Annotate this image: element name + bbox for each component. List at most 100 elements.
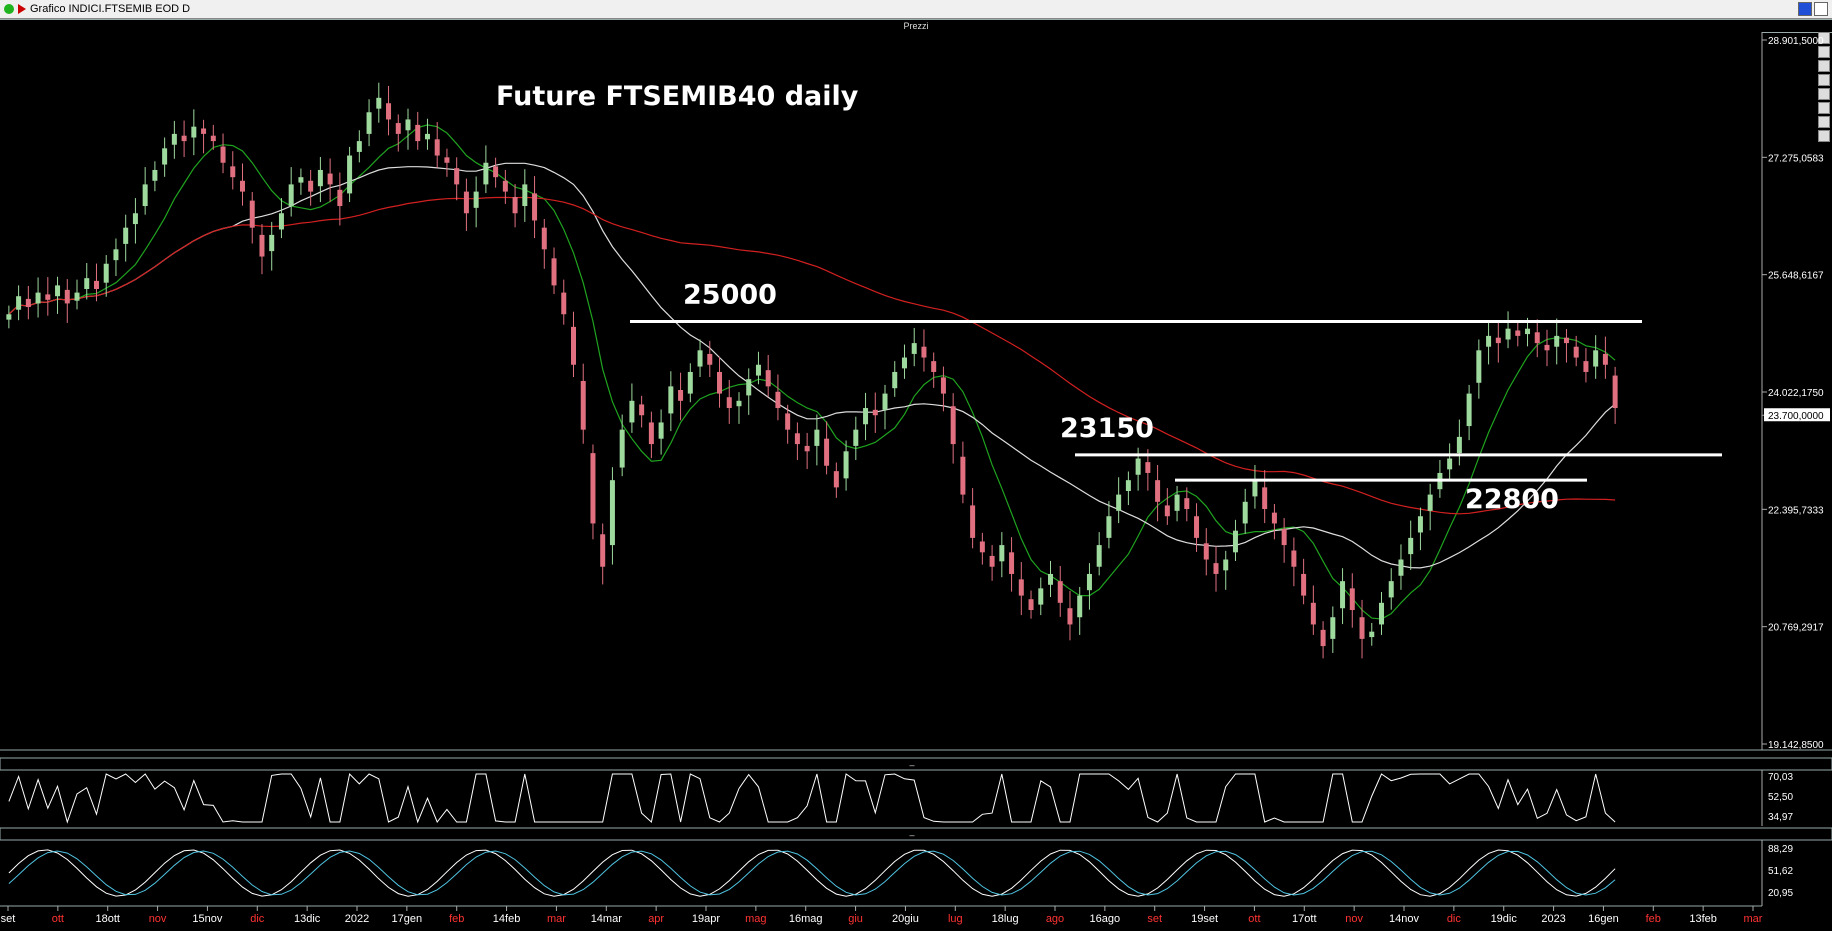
candle-body xyxy=(415,124,421,142)
panel-button[interactable] xyxy=(1818,88,1830,100)
candle-body xyxy=(1281,528,1287,546)
candle-body xyxy=(1525,328,1531,335)
candlesticks xyxy=(6,82,1618,659)
candle-body xyxy=(142,184,148,207)
candle-body xyxy=(123,227,129,244)
candle-body xyxy=(1135,458,1141,475)
candle-body xyxy=(619,429,625,468)
candle-body xyxy=(1086,573,1092,591)
candle-body xyxy=(55,285,61,297)
candle-body xyxy=(561,292,567,315)
candle-body xyxy=(1359,617,1365,639)
window-controls xyxy=(1798,2,1828,16)
time-tick-label: feb xyxy=(1646,913,1661,925)
candle-body xyxy=(1544,344,1550,351)
candle-body xyxy=(171,133,177,145)
candle-body xyxy=(45,294,51,300)
time-tick-label: apr xyxy=(648,913,664,925)
candle-body xyxy=(1495,337,1501,344)
candle-body xyxy=(1155,480,1161,502)
candle-body xyxy=(1145,462,1151,473)
time-tick-label: set xyxy=(1147,913,1162,925)
candle-body xyxy=(16,296,22,310)
candle-body xyxy=(1184,498,1190,510)
candle-body xyxy=(181,135,187,142)
panel-button[interactable] xyxy=(1818,74,1830,86)
candle-body xyxy=(629,400,635,423)
time-tick-label: 14feb xyxy=(493,913,521,925)
close-button[interactable] xyxy=(1814,2,1828,16)
candle-body xyxy=(463,191,469,214)
time-tick-label: 13dic xyxy=(294,913,321,925)
candle-body xyxy=(444,157,450,163)
candle-body xyxy=(298,177,304,183)
candle-body xyxy=(707,353,713,365)
time-tick-label: 18lug xyxy=(992,913,1019,925)
time-tick-label: ott xyxy=(1248,913,1260,925)
candle-body xyxy=(35,292,41,304)
time-tick-label: giu xyxy=(848,913,863,925)
candle-body xyxy=(1057,581,1063,603)
panel-button[interactable] xyxy=(1818,60,1830,72)
candle-body xyxy=(1096,545,1102,567)
candle-body xyxy=(132,213,138,225)
time-tick-label: 19apr xyxy=(692,913,720,925)
price-tick-label: 27.275,0583 xyxy=(1768,153,1824,164)
candle-body xyxy=(269,234,275,252)
price-tick-label: 24.022,1750 xyxy=(1768,388,1824,399)
candle-body xyxy=(755,364,761,376)
candle-body xyxy=(1505,328,1511,340)
candle-body xyxy=(600,534,606,567)
candle-body xyxy=(220,146,226,163)
candle-body xyxy=(1077,595,1083,618)
candle-body xyxy=(1194,516,1200,538)
candle-body xyxy=(1067,608,1073,625)
candle-body xyxy=(609,480,615,546)
candle-body xyxy=(775,391,781,409)
candle-body xyxy=(317,169,323,187)
play-arrow-icon xyxy=(18,4,26,14)
panel-button[interactable] xyxy=(1818,46,1830,58)
candle-body xyxy=(541,227,547,250)
maximize-button[interactable] xyxy=(1798,2,1812,16)
candle-body xyxy=(1593,350,1599,367)
candle-body xyxy=(395,123,401,134)
candle-body xyxy=(337,189,343,207)
candle-body xyxy=(746,379,752,396)
candle-body xyxy=(230,166,236,178)
candle-body xyxy=(697,350,703,367)
candle-body xyxy=(1408,537,1414,555)
candle-body xyxy=(1447,458,1453,470)
candle-body xyxy=(93,280,99,289)
panel-button[interactable] xyxy=(1818,102,1830,114)
stochastic-d-line xyxy=(8,850,1616,896)
candle-body xyxy=(1486,335,1492,347)
candle-body xyxy=(726,397,732,409)
price-plot-area xyxy=(0,32,1762,750)
time-tick-label: 16ago xyxy=(1090,913,1121,925)
candle-body xyxy=(639,404,645,416)
ma-fast-line xyxy=(8,124,1616,620)
candle-body xyxy=(1028,599,1034,611)
time-tick-label: feb xyxy=(449,913,464,925)
candle-body xyxy=(1340,581,1346,609)
candle-body xyxy=(454,168,460,185)
time-tick-label: set xyxy=(1,913,16,925)
candle-body xyxy=(814,429,820,446)
candle-body xyxy=(347,155,353,194)
time-tick-label: mar xyxy=(1744,913,1763,925)
candle-body xyxy=(152,169,158,181)
candle-body xyxy=(863,408,869,425)
candle-body xyxy=(580,380,586,430)
time-tick-label: 20giu xyxy=(892,913,919,925)
candle-body xyxy=(658,422,664,439)
panel-button[interactable] xyxy=(1818,130,1830,142)
candle-body xyxy=(1271,512,1277,524)
level-label-25000: 25000 xyxy=(683,279,777,310)
candle-body xyxy=(1116,494,1122,511)
candle-body xyxy=(162,148,168,165)
panel-button[interactable] xyxy=(1818,32,1830,44)
panel-button[interactable] xyxy=(1818,116,1830,128)
support-resistance-lines: 25000 23150 22800 xyxy=(630,279,1722,515)
